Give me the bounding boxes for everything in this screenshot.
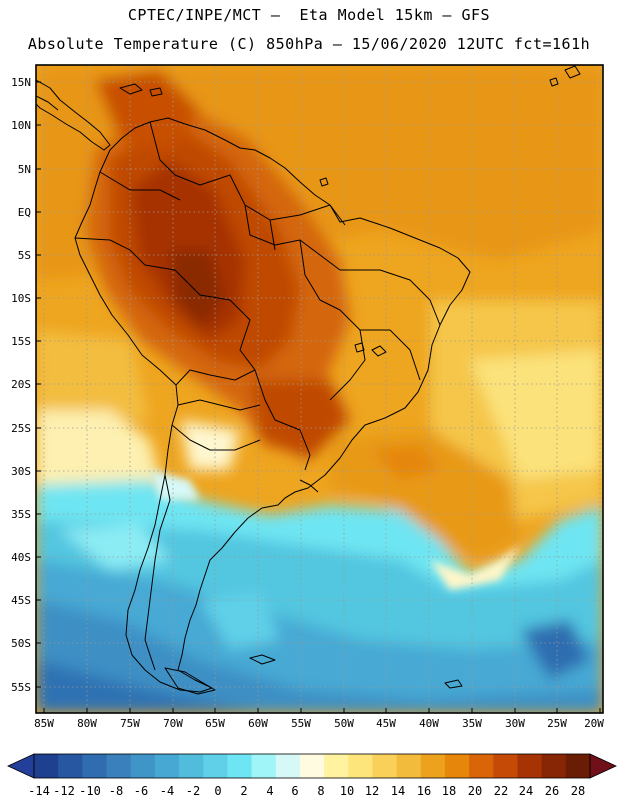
colorbar-label: 12 [365,784,379,798]
colorbar-label: 14 [391,784,405,798]
lon-label: 75W [120,717,140,730]
lat-lon-grid [36,65,603,713]
colorbar-label: -14 [28,784,50,798]
lon-label: 25W [547,717,567,730]
lat-label: 30S [11,465,31,478]
colorbar-label: -2 [186,784,200,798]
colorbar-label: 22 [494,784,508,798]
lon-label: 65W [205,717,225,730]
lat-label: 20S [11,378,31,391]
lon-label: 80W [77,717,97,730]
colorbar-swatch [154,754,180,778]
lat-label: 55S [11,681,31,694]
colorbar-label: -12 [53,784,75,798]
lon-label: 45W [376,717,396,730]
country-borders [74,121,441,671]
colorbar-swatch [517,754,543,778]
colorbar-swatch [251,754,277,778]
lat-label: 5S [18,249,31,262]
lat-label: 45S [11,594,31,607]
colorbar-swatch [34,754,59,778]
colorbar-swatch [372,754,398,778]
temperature-field [36,65,603,713]
lat-label: 35S [11,508,31,521]
colorbar-swatch [227,754,253,778]
colorbar-label: 26 [545,784,559,798]
colorbar-label: -8 [109,784,123,798]
colorbar-swatch [348,754,373,778]
coastline-borders [36,65,581,695]
colorbar-label: 2 [240,784,247,798]
colorbar-swatch [420,754,446,778]
colorbar-swatch [469,754,494,778]
lat-label: 40S [11,551,31,564]
lat-label: 10N [11,119,31,132]
lat-label: 25S [11,422,31,435]
falklands [249,654,276,665]
lon-label: 60W [248,717,268,730]
lat-labels: 15N 10N 5N EQ 5S 10S 15S 20S 25S 30S 35S… [11,76,31,694]
lon-label: 35W [462,717,482,730]
south-america-coastline [74,117,471,693]
lon-label: 40W [419,717,439,730]
colorbar-label: 4 [266,784,273,798]
colorbar-label: -6 [134,784,148,798]
colorbar-swatch [106,754,132,778]
lon-label: 20W [584,717,604,730]
lon-labels: 85W 80W 75W 70W 65W 60W 55W 50W 45W 40W … [34,717,604,730]
colorbar-swatch [324,754,349,778]
colorbar-swatch [58,754,83,778]
colorbar-over-arrow [589,753,617,779]
lat-label: 5N [18,163,31,176]
tierra-del-fuego [164,667,216,695]
colorbar-swatch [565,754,591,778]
colorbar-swatch [275,754,301,778]
colorbar-label: -10 [79,784,101,798]
colorbar-swatch [82,754,108,778]
chart-title-line2: Absolute Temperature (C) 850hPa – 15/06/… [27,35,591,53]
lon-label: 30W [505,717,525,730]
lat-label: 15S [11,335,31,348]
colorbar-swatch [203,754,228,778]
colorbar: -14 -12 -10 -8 -6 -4 -2 0 2 4 6 8 10 12 … [7,753,617,798]
colorbar-label: -4 [160,784,174,798]
map-frame [35,64,604,714]
colorbar-swatch [179,754,204,778]
colorbar-swatch [130,754,156,778]
lon-label: 55W [291,717,311,730]
lat-label: 10S [11,292,31,305]
lat-label: EQ [18,206,31,219]
chart-title-line1: CPTEC/INPE/MCT – Eta Model 15km – GFS [127,6,491,24]
colorbar-label: 28 [571,784,585,798]
colorbar-label: 6 [291,784,298,798]
lon-label: 70W [163,717,183,730]
colorbar-label: 24 [519,784,533,798]
central-america-coastline [36,79,111,151]
colorbar-label: 8 [317,784,324,798]
colorbar-label: 16 [417,784,431,798]
axis-ticks [36,81,601,713]
colorbar-swatch [493,754,518,778]
colorbar-under-arrow [7,753,35,779]
lon-label: 85W [34,717,54,730]
lat-label: 50S [11,637,31,650]
colorbar-label: 10 [340,784,354,798]
colorbar-swatch [299,754,325,778]
colorbar-swatch [541,754,567,778]
colorbar-swatch [396,754,422,778]
lon-label: 50W [334,717,354,730]
colorbar-label: 0 [214,784,221,798]
colorbar-label: 20 [468,784,482,798]
colorbar-label: 18 [442,784,456,798]
lat-label: 15N [11,76,31,89]
colorbar-swatch [444,754,470,778]
